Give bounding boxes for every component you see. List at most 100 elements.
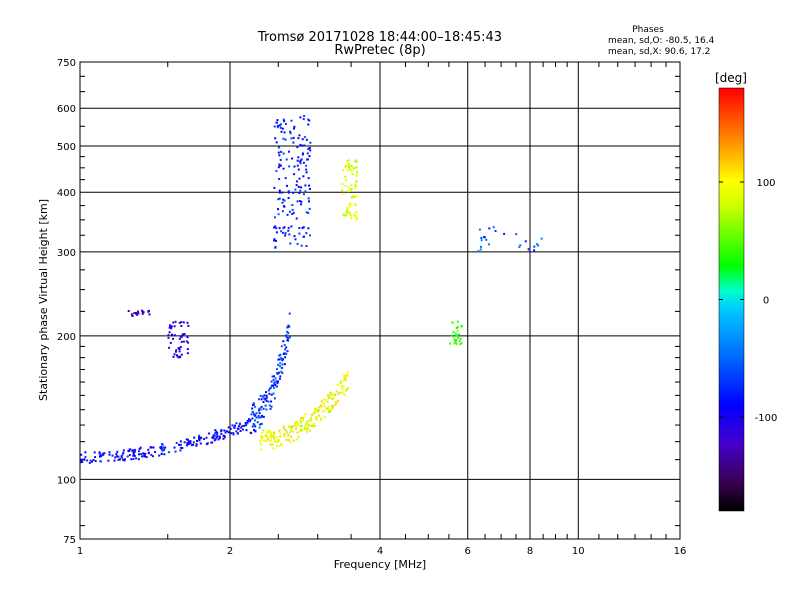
data-point xyxy=(260,405,263,408)
data-point xyxy=(308,119,311,122)
data-point xyxy=(453,338,456,341)
data-point xyxy=(258,407,261,410)
data-point xyxy=(268,392,271,395)
data-point xyxy=(168,346,171,349)
data-point xyxy=(452,336,455,339)
data-point xyxy=(305,430,308,433)
data-point xyxy=(334,403,337,406)
data-point xyxy=(261,431,264,434)
data-point xyxy=(299,419,302,422)
data-point xyxy=(187,324,190,327)
data-point xyxy=(282,353,285,355)
data-point xyxy=(218,435,221,438)
data-point xyxy=(334,394,337,396)
colorbar-tick-label: 0 xyxy=(763,296,769,307)
y-tick-label: 750 xyxy=(57,58,76,69)
data-point xyxy=(232,433,235,436)
data-point xyxy=(128,454,131,457)
data-point xyxy=(457,336,459,339)
data-point xyxy=(132,453,135,456)
data-point xyxy=(349,202,352,205)
data-point xyxy=(279,123,282,126)
data-point xyxy=(273,440,276,443)
data-point xyxy=(243,424,246,427)
data-point xyxy=(122,451,125,454)
data-point xyxy=(281,371,284,374)
data-point xyxy=(249,431,252,434)
data-point xyxy=(280,150,283,153)
data-point xyxy=(99,460,102,463)
data-point xyxy=(289,242,292,245)
data-point xyxy=(344,175,347,178)
data-point xyxy=(309,429,312,432)
data-point xyxy=(274,377,277,380)
data-point xyxy=(272,447,275,450)
data-point xyxy=(185,340,188,343)
data-point xyxy=(268,429,271,432)
data-point xyxy=(314,408,316,410)
data-point xyxy=(282,118,285,121)
data-point xyxy=(337,392,340,395)
data-point xyxy=(281,210,284,213)
data-point xyxy=(278,189,281,192)
data-point xyxy=(329,410,332,413)
data-point xyxy=(295,425,298,427)
phases-x-stats: mean, sd,X: 90.6, 17.2 xyxy=(608,47,710,57)
data-point xyxy=(178,337,181,340)
data-point xyxy=(216,432,219,435)
data-point xyxy=(212,436,214,439)
data-point xyxy=(142,452,145,455)
data-point xyxy=(257,416,260,419)
data-point xyxy=(354,184,357,187)
data-point xyxy=(237,425,240,428)
data-point xyxy=(227,431,230,434)
data-point xyxy=(83,458,86,461)
data-point xyxy=(137,310,139,313)
data-point xyxy=(253,423,256,426)
data-point xyxy=(458,340,461,342)
data-point xyxy=(488,227,491,230)
data-point xyxy=(299,428,302,431)
data-point xyxy=(264,434,267,437)
data-point xyxy=(283,199,286,202)
data-point xyxy=(272,385,274,387)
data-point xyxy=(275,239,277,242)
data-point xyxy=(291,212,294,215)
data-point xyxy=(187,341,189,344)
data-point xyxy=(349,213,352,216)
data-point xyxy=(274,225,277,228)
data-point xyxy=(198,436,200,439)
data-point xyxy=(345,165,348,167)
data-point xyxy=(305,171,308,174)
data-point xyxy=(286,431,288,434)
data-point xyxy=(293,173,296,176)
data-point xyxy=(120,456,123,459)
data-point xyxy=(142,311,145,314)
data-point xyxy=(289,132,292,135)
data-point xyxy=(452,331,455,334)
data-point xyxy=(262,401,265,403)
data-point xyxy=(135,457,138,460)
data-point xyxy=(185,444,188,447)
data-point xyxy=(274,137,277,140)
data-point xyxy=(287,197,290,199)
data-point xyxy=(342,213,345,216)
data-point xyxy=(287,191,290,194)
data-point xyxy=(456,326,459,328)
data-point xyxy=(277,166,280,169)
data-point xyxy=(235,422,238,425)
data-point xyxy=(318,406,321,409)
x-axis-label: Frequency [MHz] xyxy=(334,558,426,571)
data-point xyxy=(123,459,126,462)
data-point xyxy=(275,121,278,124)
data-point xyxy=(121,453,124,456)
data-point xyxy=(133,450,136,453)
data-point xyxy=(319,419,322,422)
data-point xyxy=(345,374,348,377)
data-point xyxy=(180,321,183,323)
data-point xyxy=(182,340,185,343)
data-point xyxy=(285,335,288,338)
data-point xyxy=(279,444,282,447)
data-point xyxy=(294,188,297,191)
data-point xyxy=(262,439,265,442)
